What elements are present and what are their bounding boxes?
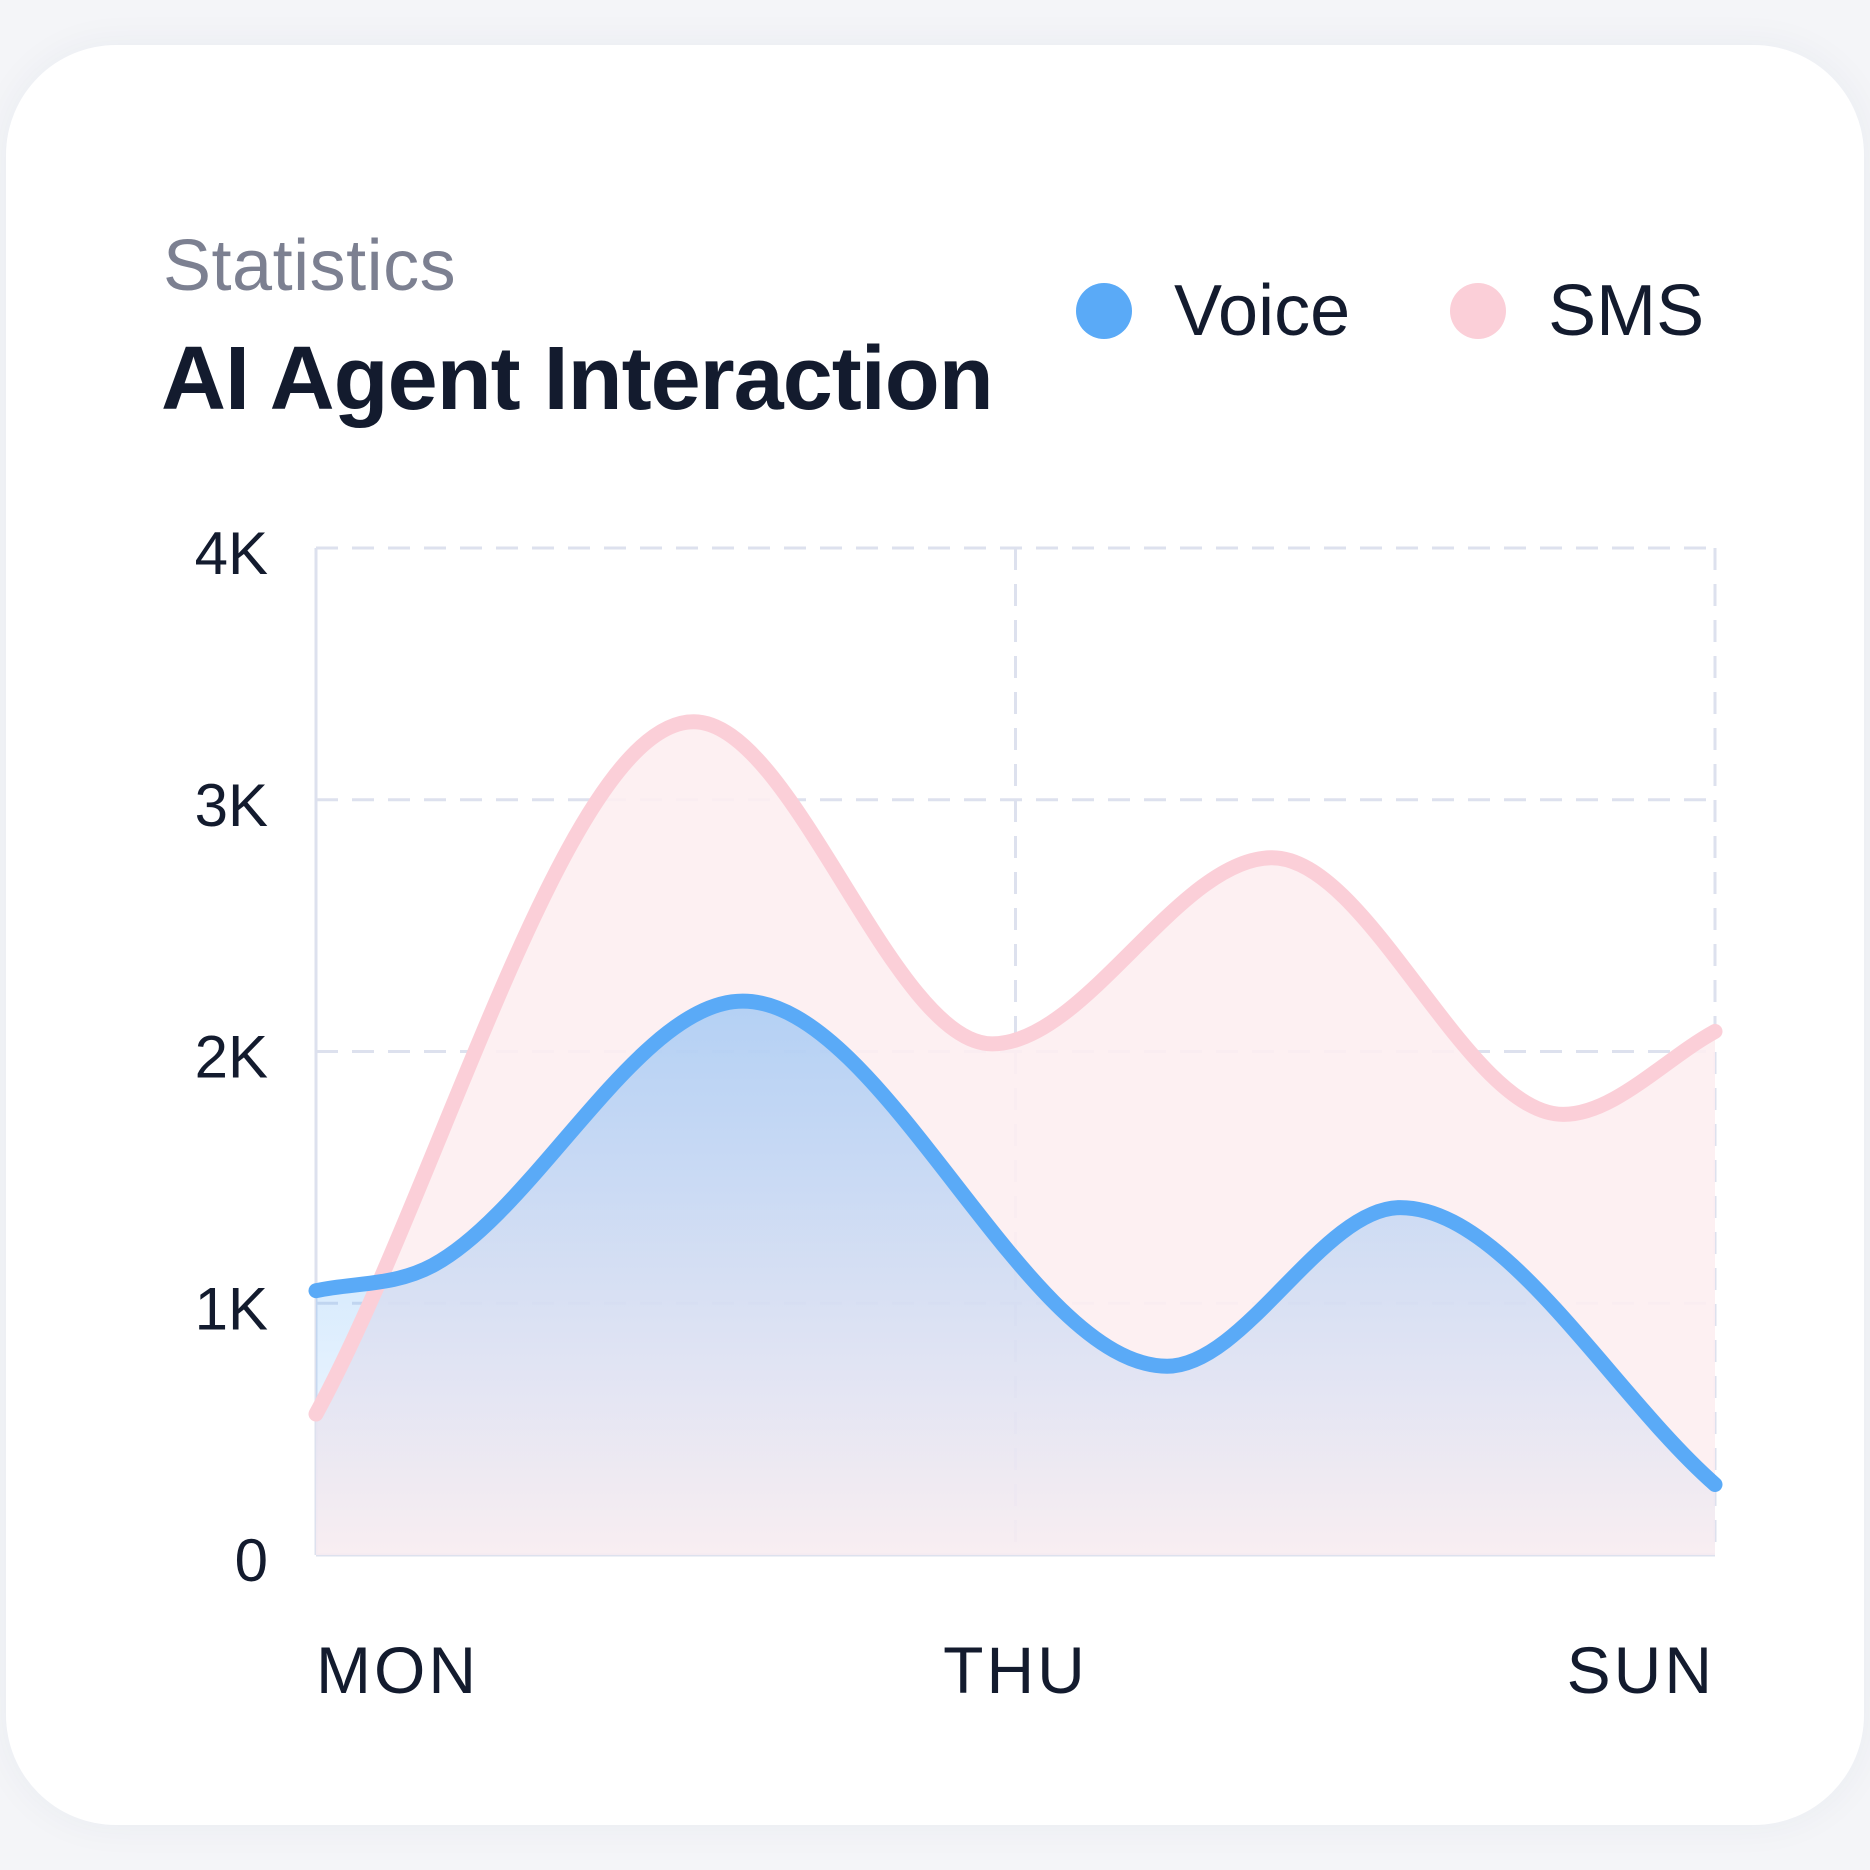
series-lines (308, 714, 1723, 1492)
x-axis-ticks: MON THU SUN (316, 1633, 1715, 1707)
y-tick-label: 3K (195, 772, 268, 839)
x-tick-label: MON (316, 1633, 479, 1707)
legend-dot-voice (1076, 283, 1132, 339)
legend-item-voice[interactable]: Voice (1076, 270, 1350, 352)
voice-line (308, 993, 1723, 1492)
y-tick-label: 1K (195, 1275, 268, 1342)
legend-label-voice: Voice (1174, 271, 1351, 351)
y-tick-label: 4K (195, 520, 268, 587)
x-tick-label: SUN (1567, 1633, 1715, 1707)
voice-area (316, 1001, 1715, 1555)
x-tick-label: THU (943, 1633, 1088, 1707)
card-subtitle: Statistics (163, 226, 457, 306)
legend-item-sms[interactable]: SMS (1450, 270, 1704, 352)
legend: Voice SMS (1076, 270, 1704, 352)
sms-line (308, 714, 1723, 1422)
card-title: AI Agent Interaction (161, 329, 994, 429)
y-tick-label: 2K (195, 1024, 268, 1091)
y-tick-label: 0 (235, 1527, 268, 1594)
y-axis-ticks: 0 1K 2K 3K 4K (195, 520, 268, 1594)
legend-dot-sms (1450, 283, 1507, 339)
legend-label-sms: SMS (1548, 271, 1705, 351)
